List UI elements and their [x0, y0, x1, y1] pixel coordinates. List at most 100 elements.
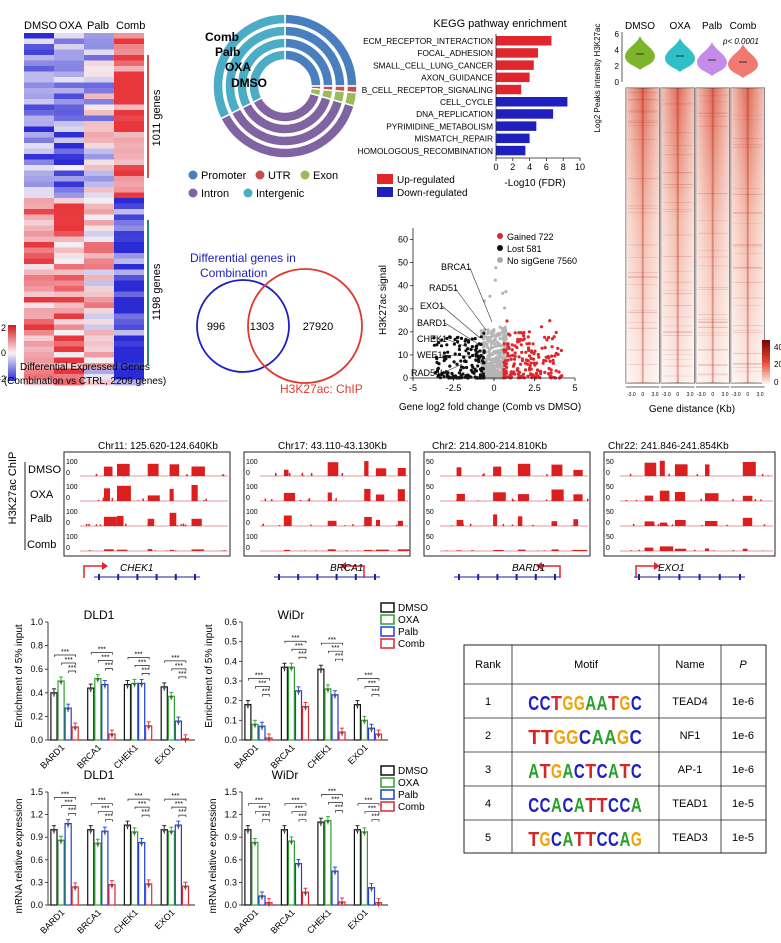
bar-tick-label: 0.4 — [224, 656, 237, 666]
heatmap-cell — [84, 286, 114, 292]
violins — [625, 36, 758, 78]
kegg-chart: ECM_RECEPTOR_INTERACTION FOCAL_ADHESION SM… — [358, 34, 585, 172]
track-peak — [375, 494, 385, 501]
sig-label: *** — [134, 793, 142, 800]
scatter-point — [462, 355, 466, 359]
heatmap-cell — [24, 77, 54, 83]
heatmap-cell — [114, 379, 144, 386]
heatmap-cell — [84, 170, 114, 177]
heatmap-cell — [114, 242, 144, 248]
gene-exon — [554, 574, 556, 580]
motif-letter: C — [540, 795, 551, 817]
heatmap-cell — [54, 93, 84, 100]
sig-bracket — [371, 819, 380, 822]
track-peak — [705, 464, 710, 476]
heatmap-cell — [114, 187, 144, 193]
tracks-panel: H3K27ac ChIP DMSO OXA Palb Comb Chr11: 1… — [7, 441, 776, 580]
track-ymax: 50 — [426, 484, 434, 491]
gene-exon — [194, 574, 196, 580]
scatter-point — [439, 344, 444, 348]
profile-tick: -3.0 — [662, 392, 671, 398]
track-peak — [456, 550, 462, 551]
heatmap-cell — [54, 247, 84, 254]
scatter-point — [529, 373, 533, 377]
heatmap-cell — [24, 126, 54, 133]
replicate-dot — [246, 704, 250, 707]
scatter-point — [509, 375, 513, 379]
heatmap-cell — [84, 203, 114, 210]
motif-header: Name — [675, 659, 704, 671]
heatmap-cell — [24, 209, 54, 215]
heatmap-cell — [84, 148, 114, 155]
heatmap-cell — [54, 137, 84, 144]
motif-name: TEAD4 — [672, 696, 707, 708]
track-peak — [674, 464, 688, 476]
scatter-point — [474, 369, 478, 373]
sig-bracket — [321, 794, 343, 797]
scale-label: 0 — [1, 348, 6, 358]
bar — [87, 829, 95, 906]
track-noise — [124, 475, 126, 476]
heatmap-cell — [114, 159, 144, 166]
scale-label: 0 — [774, 378, 779, 387]
heatmap-cell — [84, 341, 114, 347]
heatmap-cell — [24, 121, 54, 127]
sig-label: *** — [335, 805, 343, 812]
gene-label: RAD54L — [411, 368, 445, 378]
legend-dot — [255, 170, 265, 180]
track-peak — [283, 492, 296, 501]
track-ymax: 100 — [66, 459, 78, 466]
track-peak — [742, 462, 756, 476]
scatter-point — [529, 349, 534, 353]
sig-label: *** — [138, 659, 146, 666]
scatter-point — [547, 335, 551, 340]
heatmap-cell — [84, 368, 114, 375]
bar — [101, 683, 109, 741]
motif-letter: G — [574, 693, 585, 715]
scatter-point — [531, 342, 535, 346]
scatter-point — [526, 359, 530, 363]
sig-bracket — [328, 650, 343, 654]
heatmap-cell — [24, 165, 54, 171]
track-gene: BARD1 — [512, 563, 545, 574]
motif-rank: 3 — [485, 764, 491, 776]
legend-label: OXA — [398, 778, 419, 789]
volcano-tick-label: 20 — [398, 327, 408, 337]
gene-exon — [354, 574, 357, 580]
legend-swatch-up — [377, 174, 393, 184]
track-noise — [555, 525, 557, 526]
scatter-point — [489, 342, 493, 346]
legend-swatch — [380, 626, 395, 637]
gene-exon — [718, 574, 721, 580]
heatmap-col-label: Palb — [87, 20, 109, 32]
scatter-point — [559, 348, 564, 353]
scatter-point — [501, 291, 505, 295]
scatter-point — [447, 355, 451, 359]
scatter-point — [482, 350, 486, 354]
scatter-point — [551, 358, 555, 362]
track-noise — [572, 550, 574, 551]
heatmap-cell — [54, 214, 84, 221]
sig-label: *** — [291, 798, 299, 805]
scatter-point — [471, 353, 475, 358]
replicate-dot — [162, 829, 166, 832]
sig-bracket — [68, 670, 77, 673]
scatter-point — [484, 364, 488, 368]
scatter-point — [526, 346, 531, 350]
bar — [360, 831, 368, 906]
legend-label: DMSO — [398, 603, 428, 614]
heatmap-cell — [84, 346, 114, 353]
track-noise — [472, 550, 474, 551]
scatter-point — [494, 266, 498, 270]
scatter-point — [532, 361, 536, 365]
sig-bracket — [61, 662, 77, 665]
track-noise — [471, 550, 473, 551]
scatter-point — [498, 343, 502, 347]
track-peak — [147, 518, 155, 526]
track-noise — [676, 499, 678, 501]
heatmap-cell — [84, 33, 114, 39]
replicate-dot — [147, 725, 150, 729]
heatmap-cell — [114, 33, 144, 39]
heatmap-cell — [54, 236, 84, 243]
track-noise — [275, 472, 277, 476]
